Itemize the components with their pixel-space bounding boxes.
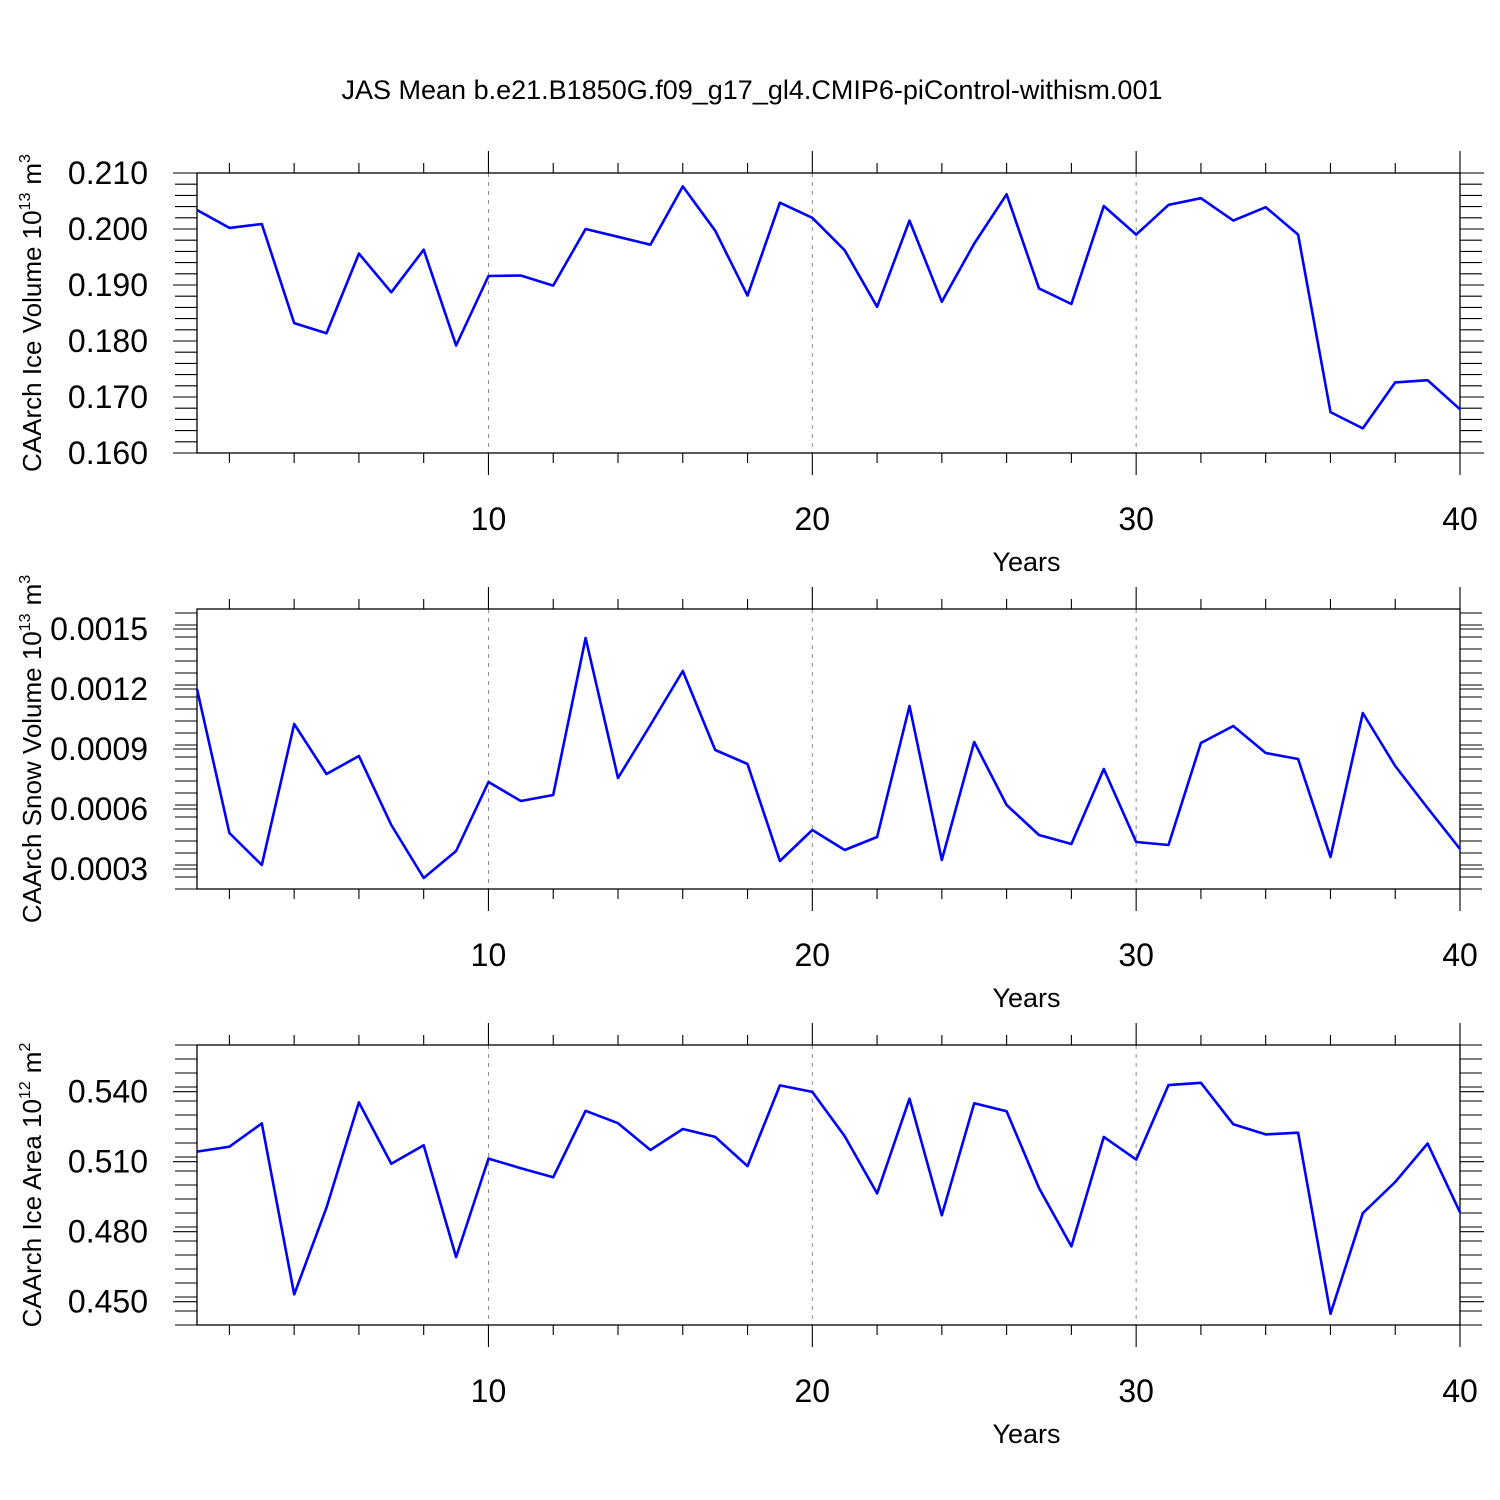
y-tick-label: 0.0015 [50, 611, 148, 647]
y-axis-label-unit-exponent: 2 [17, 1043, 34, 1052]
y-tick-label: 0.0012 [50, 671, 148, 707]
chart-panels: 10 20 30 40 0.160 0.170 0.180 0.190 0.200 0.210 Ye… [17, 151, 1484, 1449]
x-tick-label: 40 [1442, 501, 1478, 537]
y-axis-label: CAArch Ice Volume 1013 m3 [17, 154, 47, 472]
y-tick-label: 0.190 [68, 267, 148, 303]
y-axis-label-text: CAArch Snow Volume 10 [17, 631, 47, 923]
y-axis-label-text: CAArch Ice Area 10 [17, 1099, 47, 1327]
x-tick-label: 30 [1118, 501, 1154, 537]
x-tick-label: 40 [1442, 937, 1478, 973]
y-tick-label: 0.480 [68, 1214, 148, 1250]
y-axis-label-unit-exponent: 3 [17, 154, 34, 163]
y-axis-label-unit: m [17, 163, 47, 185]
plot-frame [196, 608, 1461, 890]
y-axis-label: CAArch Snow Volume 1013 m3 [17, 575, 47, 923]
y-axis-label-unit: m [17, 1052, 47, 1074]
x-tick-label: 20 [795, 501, 831, 537]
plot-frame [196, 1044, 1461, 1326]
y-axis-label: CAArch Ice Area 1012 m2 [17, 1043, 47, 1328]
y-tick-label: 0.0006 [50, 791, 148, 827]
y-tick-label: 0.210 [68, 155, 148, 191]
y-axis-label-unit: m [17, 584, 47, 606]
x-axis-label: Years [992, 983, 1060, 1013]
y-axis-label-unit-exponent: 3 [17, 575, 34, 584]
chart-title: JAS Mean b.e21.B1850G.f09_g17_gl4.CMIP6-… [342, 75, 1163, 105]
panel-1: 10 20 30 40 0.160 0.170 0.180 0.190 0.200 0.210 Ye… [17, 151, 1484, 577]
plot-frame [196, 172, 1461, 454]
x-tick-label: 40 [1442, 1373, 1478, 1409]
y-tick-label: 0.0003 [50, 851, 148, 887]
y-tick-label: 0.160 [68, 435, 148, 471]
x-tick-label: 20 [795, 937, 831, 973]
x-tick-label: 30 [1118, 1373, 1154, 1409]
y-tick-label: 0.200 [68, 211, 148, 247]
y-axis-label-text: CAArch Ice Volume 10 [17, 210, 47, 472]
series-line [195, 636, 1462, 880]
series-line [196, 1081, 1462, 1316]
y-axis-label-exponent: 13 [17, 193, 34, 211]
x-tick-label: 10 [471, 501, 507, 537]
y-tick-label: 0.510 [68, 1144, 148, 1180]
x-tick-label: 20 [795, 1373, 831, 1409]
panel-3: 10 20 30 40 0.450 0.480 0.510 0.540 Years CAArch … [17, 1023, 1484, 1449]
x-tick-label: 10 [471, 937, 507, 973]
y-tick-label: 0.540 [68, 1074, 148, 1110]
panel-2: 10 20 30 40 0.0003 0.0006 0.0009 0.0012 0.0015 Ye… [17, 575, 1484, 1013]
x-tick-label: 30 [1118, 937, 1154, 973]
x-axis-label: Years [992, 547, 1060, 577]
x-tick-label: 10 [471, 1373, 507, 1409]
y-axis-label-exponent: 13 [17, 613, 34, 631]
y-tick-label: 0.180 [68, 323, 148, 359]
y-tick-label: 0.0009 [50, 731, 148, 767]
y-axis-label-exponent: 12 [17, 1081, 34, 1099]
y-tick-label: 0.170 [68, 379, 148, 415]
y-tick-label: 0.450 [68, 1284, 148, 1320]
series-line [196, 185, 1461, 430]
x-axis-label: Years [992, 1419, 1060, 1449]
